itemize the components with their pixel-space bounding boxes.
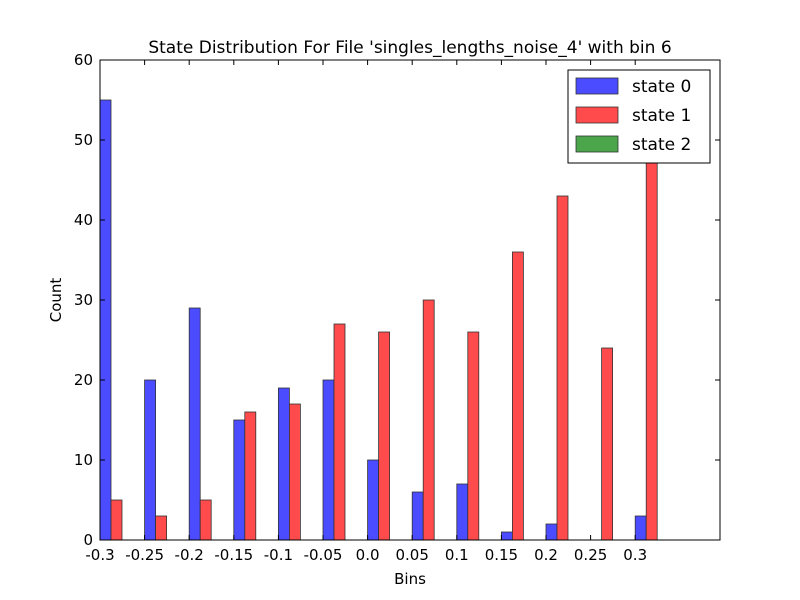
x-tick-label: -0.3 (85, 546, 114, 564)
x-tick-label: 0.05 (395, 546, 428, 564)
x-tick-label: 0.15 (485, 546, 518, 564)
legend-label: state 0 (632, 77, 691, 97)
x-tick-label: 0.0 (356, 546, 380, 564)
bar-state-0--0.15 (233, 419, 246, 541)
legend: state 0 state 1 state 2 (567, 69, 711, 164)
bar-state-0-0.0 (367, 459, 380, 541)
bar-state-0--0.1 (277, 387, 290, 541)
x-tick-label: -0.2 (175, 546, 204, 564)
y-axis-label: Count (47, 278, 65, 323)
x-tick-label: -0.25 (125, 546, 164, 564)
bar-state-0-0.05 (411, 491, 424, 541)
x-tick-label: -0.1 (264, 546, 293, 564)
bar-state-1-0.15 (512, 251, 524, 541)
ticks-layer: 0 10 20 30 40 50 60 -0.3 -0.25 -0.2 -0.15 -0.1 -0.05… (74, 51, 720, 564)
x-tick-label: -0.05 (304, 546, 343, 564)
bar-state-1-0.05 (422, 299, 435, 541)
legend-swatch (575, 106, 619, 124)
bar-state-0--0.3 (99, 99, 112, 541)
bar-state-1--0.2 (199, 499, 212, 541)
y-tick-label: 30 (74, 291, 93, 309)
bar-state-1--0.15 (244, 411, 257, 541)
x-axis-label: Bins (394, 570, 426, 588)
bar-state-1--0.25 (155, 515, 168, 541)
x-tick-label: 0.2 (534, 546, 558, 564)
bar-state-0-0.15 (500, 531, 513, 541)
bar-state-0-0.2 (545, 523, 558, 541)
bar-state-1-0.2 (556, 195, 569, 541)
bar-state-0--0.2 (188, 307, 201, 541)
chart-title: State Distribution For File 'singles_len… (148, 38, 671, 58)
x-tick-label: 0.3 (623, 546, 647, 564)
y-tick-label: 50 (74, 131, 93, 149)
x-tick-label: 0.1 (445, 546, 469, 564)
bar-state-0--0.25 (144, 379, 157, 541)
legend-swatch (575, 135, 619, 153)
legend-swatch (575, 77, 619, 95)
bar-state-0-0.1 (456, 483, 469, 541)
bar-state-1--0.1 (288, 403, 301, 541)
legend-label: state 1 (632, 106, 691, 126)
y-tick-label: 40 (74, 211, 93, 229)
bar-state-1--0.05 (333, 323, 346, 541)
bar-state-1-0.3 (645, 155, 658, 541)
y-tick-label: 10 (74, 451, 93, 469)
bar-state-1-0.25 (601, 347, 613, 541)
bar-state-1--0.3 (110, 499, 123, 541)
legend-label: state 2 (632, 135, 691, 155)
bar-state-0--0.05 (322, 379, 335, 541)
x-tick-label: -0.15 (214, 546, 253, 564)
bar-state-1-0.0 (378, 331, 391, 541)
bars-layer (99, 99, 658, 541)
bar-state-1-0.1 (467, 331, 480, 541)
y-tick-label: 20 (74, 371, 93, 389)
bar-state-0-0.3 (634, 515, 647, 541)
x-tick-label: 0.25 (574, 546, 607, 564)
y-tick-label: 60 (74, 51, 93, 69)
y-tick-label: 0 (83, 531, 93, 549)
